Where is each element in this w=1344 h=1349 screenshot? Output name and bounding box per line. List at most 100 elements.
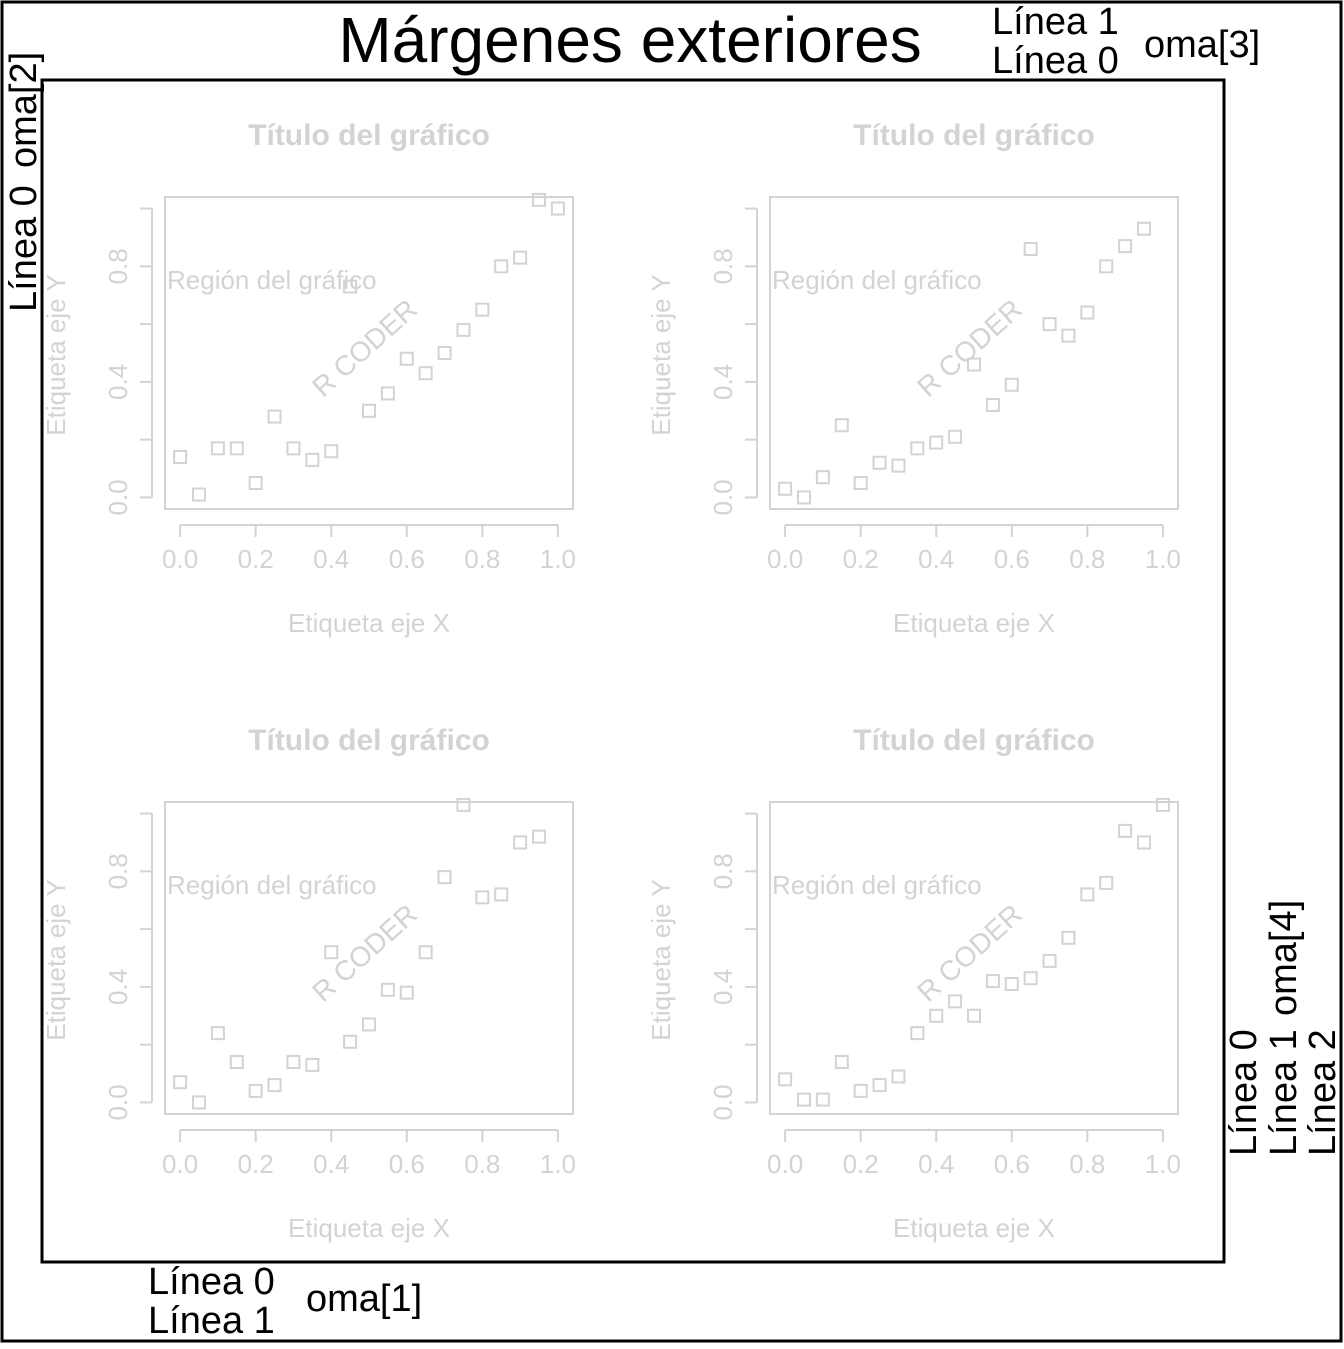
data-point	[967, 1008, 981, 1023]
data-point	[1099, 875, 1114, 890]
x-tick-label: 0.0	[767, 544, 803, 574]
data-point	[797, 1092, 811, 1107]
data-point	[778, 1072, 793, 1087]
watermark: R CODER	[911, 293, 1028, 402]
data-point	[948, 429, 963, 444]
data-point	[267, 1078, 282, 1093]
oma-left-name: oma[2]	[3, 52, 45, 168]
data-point	[267, 409, 282, 424]
y-axis-label: Etiqueta eje Y	[41, 879, 71, 1040]
oma-bottom-name: oma[1]	[306, 1278, 422, 1320]
panels: Título del gráfico 0.0 0.2 0.4 0.6 0.8 1.0 Etiq…	[41, 119, 1181, 1243]
data-point	[418, 945, 433, 960]
data-point	[286, 1055, 301, 1069]
x-axis-label: Etiqueta eje X	[288, 608, 450, 638]
y-tick-label: 0.0	[708, 1084, 738, 1120]
data-point	[418, 366, 433, 381]
panel-1: Título del gráfico 0.0 0.2 0.4 0.6 0.8 1.0 Etiq…	[41, 119, 576, 638]
data-point	[872, 455, 887, 470]
x-tick-label: 0.2	[238, 1149, 274, 1179]
x-tick-label: 0.2	[843, 1149, 879, 1179]
x-axis-label: Etiqueta eje X	[893, 608, 1055, 638]
x-tick-label: 0.8	[1069, 1149, 1105, 1179]
y-axis-label: Etiqueta eje Y	[41, 274, 71, 435]
oma-bottom-line-0: Línea 0	[148, 1261, 275, 1303]
x-tick-label: 0.4	[918, 544, 954, 574]
data-point	[362, 403, 376, 418]
plot-box	[164, 196, 574, 510]
x-axis-label: Etiqueta eje X	[893, 1213, 1055, 1243]
data-point	[1137, 835, 1151, 850]
oma-top-line-1: Línea 1	[992, 1, 1119, 43]
x-tick-label: 0.0	[162, 544, 198, 574]
data-point	[475, 302, 490, 317]
data-point	[532, 192, 546, 207]
panel-title: Título del gráfico	[248, 119, 490, 152]
x-tick-label: 0.8	[1069, 544, 1105, 574]
data-point	[778, 481, 793, 496]
x-tick-label: 1.0	[1145, 544, 1181, 574]
oma-right-line-0: Línea 0	[1223, 1029, 1265, 1156]
data-point	[1137, 221, 1151, 236]
x-axis-label: Etiqueta eje X	[288, 1213, 450, 1243]
oma-right-line-2: Línea 2	[1302, 1029, 1344, 1156]
data-point	[437, 346, 452, 360]
panel-title: Título del gráfico	[248, 724, 490, 757]
x-tick-label: 1.0	[540, 1149, 576, 1179]
y-tick-label: 0.8	[708, 853, 738, 889]
oma-top-name: oma[3]	[1144, 24, 1260, 66]
data-point	[834, 1055, 849, 1069]
data-point	[513, 835, 528, 850]
data-point	[853, 476, 868, 490]
oma-bottom-line-1: Línea 1	[148, 1300, 275, 1342]
data-point	[324, 444, 339, 459]
oma-right-name: oma[4]	[1263, 900, 1305, 1016]
data-point	[173, 1075, 188, 1090]
data-point	[229, 1055, 244, 1069]
data-point	[1061, 328, 1076, 343]
data-point	[305, 1057, 320, 1072]
data-point	[399, 985, 414, 1000]
data-point	[1042, 317, 1057, 332]
data-point	[229, 441, 244, 456]
data-point	[456, 322, 471, 337]
data-point	[324, 945, 339, 960]
figure-title: Márgenes exteriores	[338, 4, 921, 76]
region-label: Región del gráfico	[167, 870, 377, 900]
x-tick-label: 0.4	[313, 1149, 349, 1179]
x-tick-label: 1.0	[540, 544, 576, 574]
data-point	[192, 1095, 206, 1110]
data-point	[456, 797, 471, 812]
data-point	[210, 441, 225, 456]
oma-left-line-0: Línea 0	[3, 185, 45, 312]
data-point	[1155, 797, 1170, 812]
x-tick-label: 0.4	[313, 544, 349, 574]
x-tick-label: 1.0	[1145, 1149, 1181, 1179]
data-point	[872, 1078, 887, 1093]
plot-box	[164, 801, 574, 1115]
data-point	[1080, 305, 1095, 320]
data-point	[929, 435, 944, 450]
panel-title: Título del gráfico	[853, 119, 1095, 152]
data-point	[173, 450, 188, 464]
y-tick-label: 0.4	[103, 969, 133, 1005]
data-point	[1099, 259, 1114, 274]
data-point	[967, 357, 981, 372]
plot-box	[769, 801, 1179, 1115]
data-point	[437, 870, 452, 885]
data-point	[1023, 242, 1038, 256]
data-point	[834, 418, 849, 433]
data-point	[210, 1026, 225, 1041]
watermark: R CODER	[306, 898, 423, 1007]
oma-right-line-1: Línea 1	[1263, 1029, 1305, 1156]
data-point	[399, 351, 414, 366]
region-label: Región del gráfico	[167, 265, 377, 295]
data-point	[248, 1083, 263, 1098]
y-axis-label: Etiqueta eje Y	[646, 274, 676, 435]
y-tick-label: 0.0	[708, 479, 738, 515]
data-point	[910, 441, 925, 456]
x-tick-label: 0.2	[238, 544, 274, 574]
